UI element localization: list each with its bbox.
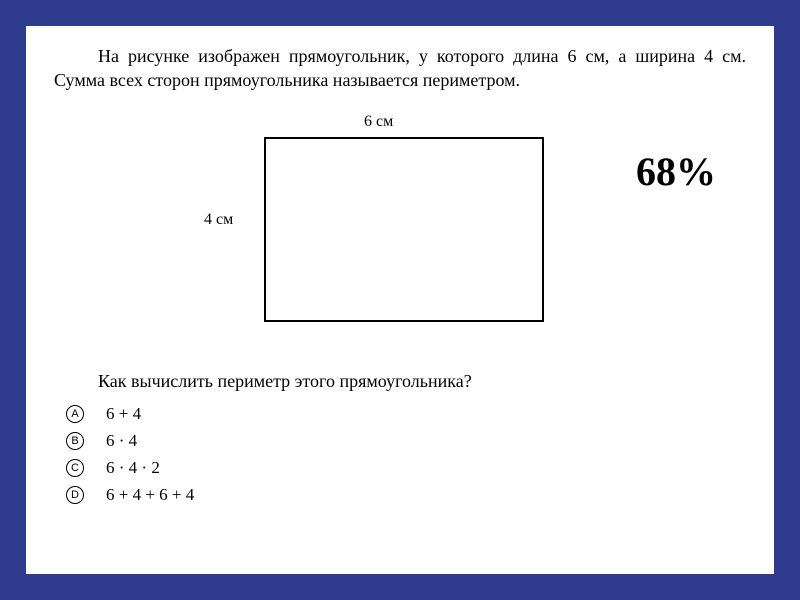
percent-value: 68%	[636, 148, 716, 195]
rect-height-label: 4 см	[204, 211, 233, 229]
option-d[interactable]: D 6 + 4 + 6 + 4	[66, 485, 746, 505]
option-c[interactable]: C 6 · 4 · 2	[66, 458, 746, 478]
option-a[interactable]: A 6 + 4	[66, 404, 746, 424]
option-text: 6 + 4 + 6 + 4	[106, 485, 194, 505]
option-letter: A	[66, 405, 84, 423]
page-container: На рисунке изображен прямоугольник, у ко…	[26, 26, 774, 574]
rect-width-label: 6 см	[364, 113, 393, 131]
option-text: 6 · 4 · 2	[106, 458, 160, 478]
options-list: A 6 + 4 B 6 · 4 C 6 · 4 · 2 D 6 + 4 + 6 …	[66, 404, 746, 505]
figure-area: 6 см 4 см 68%	[54, 113, 746, 353]
rectangle-shape	[264, 137, 544, 322]
option-letter: C	[66, 459, 84, 477]
option-text: 6 · 4	[106, 431, 137, 451]
problem-statement: На рисунке изображен прямоугольник, у ко…	[54, 44, 746, 93]
option-letter: D	[66, 486, 84, 504]
option-letter: B	[66, 432, 84, 450]
question-text: Как вычислить периметр этого прямоугольн…	[54, 371, 746, 392]
option-b[interactable]: B 6 · 4	[66, 431, 746, 451]
option-text: 6 + 4	[106, 404, 141, 424]
